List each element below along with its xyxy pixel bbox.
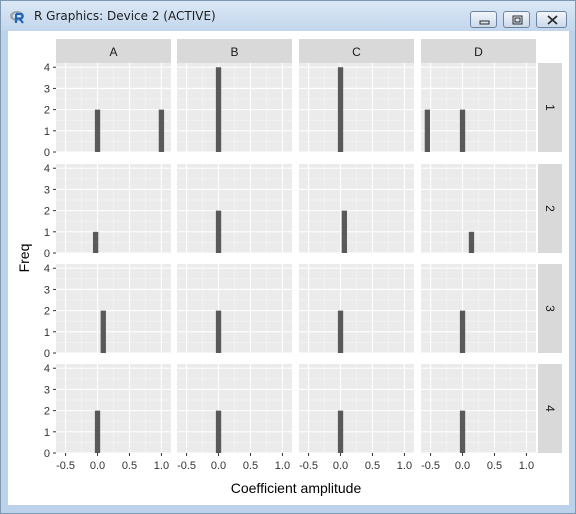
bar [459,410,466,453]
y-tick-label: 1 [44,227,50,239]
bar [459,109,466,152]
facet-strip-label-col: B [230,45,238,59]
y-tick-label: 4 [44,163,50,175]
y-tick-label: 2 [44,206,50,218]
y-tick-label: 2 [44,406,50,418]
y-tick-label: 3 [44,83,50,95]
bar [459,310,466,353]
y-tick-label: 0 [44,147,50,159]
x-axis-title: Coefficient amplitude [231,480,362,496]
bar [94,109,101,152]
facet-strip-col-A [56,39,171,63]
y-tick-label: 4 [44,263,50,275]
bar [215,310,222,353]
x-tick-label: -0.5 [299,460,318,472]
facet-strip-label-row: 3 [543,305,557,312]
bar [215,67,222,152]
facet-strip-col-B [177,39,292,63]
plot-area: A B C D 1 2 3 4 0 1 2 3 4 0 1 2 3 4 0 1 2 3 4 0 1 2 3 4 -0.5 0.0 0.5 1.… [8,31,569,505]
minimize-icon [479,20,490,25]
bar [341,210,348,253]
x-tick-label: 0.5 [243,460,258,472]
facet-strip-label-col: C [352,45,361,59]
facet-strip-label-row: 4 [543,405,557,412]
y-tick-label: 4 [44,62,50,74]
y-tick-label: 3 [44,384,50,396]
facet-strip-label-col: A [109,45,117,59]
y-tick-label: 0 [44,448,50,460]
facet-strip-col-D [421,39,536,63]
y-tick-label: 1 [44,126,50,138]
facet-strip-row-1 [538,63,562,152]
y-tick-label: 2 [44,105,50,117]
x-tick-label: 1.0 [397,460,412,472]
x-tick-label: -0.5 [56,460,75,472]
maximize-icon [512,15,523,25]
x-tick-label: 1.0 [154,460,169,472]
y-tick-label: 4 [44,363,50,375]
facet-strip-label-row: 2 [543,205,557,212]
minimize-button[interactable] [470,11,497,28]
bar [215,210,222,253]
facet-strip-col-C [299,39,414,63]
facet-strip-row-2 [538,164,562,253]
facet-histogram-chart: A B C D 1 2 3 4 0 1 2 3 4 0 1 2 3 4 0 1 2 3 4 0 1 2 3 4 -0.5 0.0 0.5 1.… [16,39,562,496]
y-tick-label: 1 [44,327,50,339]
y-tick-label: 3 [44,284,50,296]
x-tick-label: 0.0 [455,460,470,472]
y-tick-label: 1 [44,427,50,439]
maximize-button[interactable] [503,11,530,28]
y-tick-label: 0 [44,348,50,360]
facet-strip-row-4 [538,364,562,453]
bar [158,109,165,152]
bar [100,310,106,353]
bar [337,67,344,152]
x-tick-label: 0.5 [487,460,502,472]
window-title: R Graphics: Device 2 (ACTIVE) [34,9,216,23]
x-tick-label: 0.5 [365,460,380,472]
bar [337,310,344,353]
x-tick-label: -0.5 [177,460,196,472]
y-axis-title: Freq [16,244,32,273]
x-tick-label: 0.0 [333,460,348,472]
close-icon [547,15,558,25]
r-logo-icon [10,9,26,24]
bar [424,109,431,152]
facet-strip-row-3 [538,264,562,353]
x-tick-label: 0.0 [211,460,226,472]
bar [215,410,222,453]
bar [337,410,344,453]
y-tick-label: 0 [44,248,50,260]
bar [468,231,475,253]
facet-strip-label-col: D [474,45,483,59]
bar [94,410,101,453]
bar [92,231,99,253]
y-tick-label: 3 [44,184,50,196]
x-tick-label: 1.0 [275,460,290,472]
x-tick-label: -0.5 [421,460,440,472]
x-tick-label: 0.5 [122,460,137,472]
y-tick-label: 2 [44,306,50,318]
facet-strip-label-row: 1 [543,104,557,111]
title-bar[interactable]: R Graphics: Device 2 (ACTIVE) [1,1,575,31]
x-tick-label: 1.0 [519,460,534,472]
x-tick-label: 0.0 [90,460,105,472]
close-button[interactable] [536,11,567,28]
